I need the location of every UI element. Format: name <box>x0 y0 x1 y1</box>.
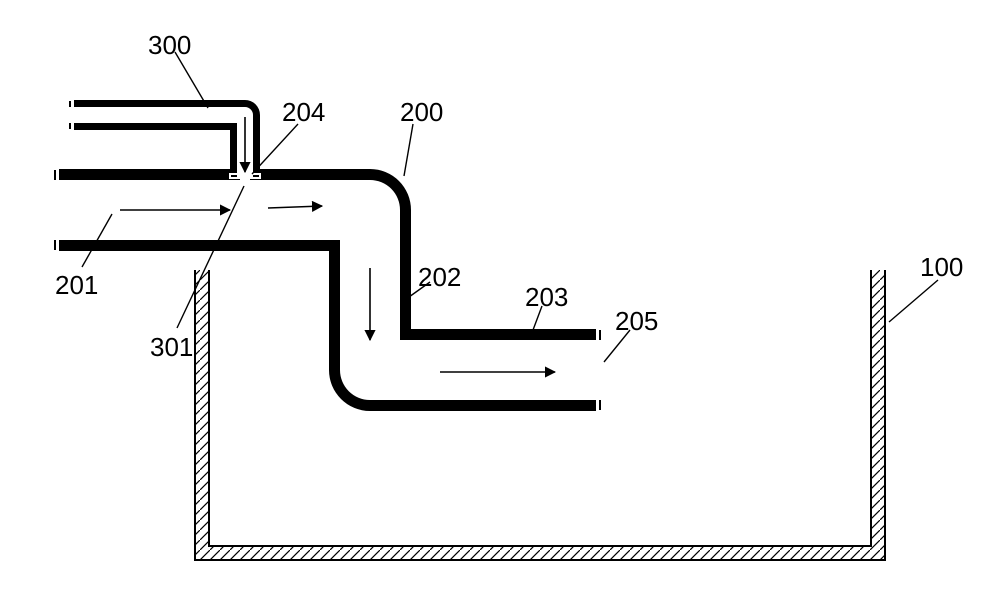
main-pipe-inlet-open <box>51 168 59 252</box>
label-200: 200 <box>400 97 443 127</box>
label-202: 202 <box>418 262 461 292</box>
label-301: 301 <box>150 332 193 362</box>
label-300: 300 <box>148 30 191 60</box>
label-201: 201 <box>55 270 98 300</box>
label-203: 203 <box>525 282 568 312</box>
main-pipe-channel2 <box>55 210 600 370</box>
leader-100 <box>889 280 938 322</box>
label-100: 100 <box>920 252 963 282</box>
feed-pipe-hatch <box>70 115 245 176</box>
leader-200 <box>404 124 413 176</box>
main-pipe-outlet-open <box>596 328 604 412</box>
tank-outer <box>195 270 885 560</box>
label-205: 205 <box>615 306 658 336</box>
leader-300 <box>175 52 208 108</box>
tank-wall-fill <box>195 270 885 560</box>
label-204: 204 <box>282 97 325 127</box>
